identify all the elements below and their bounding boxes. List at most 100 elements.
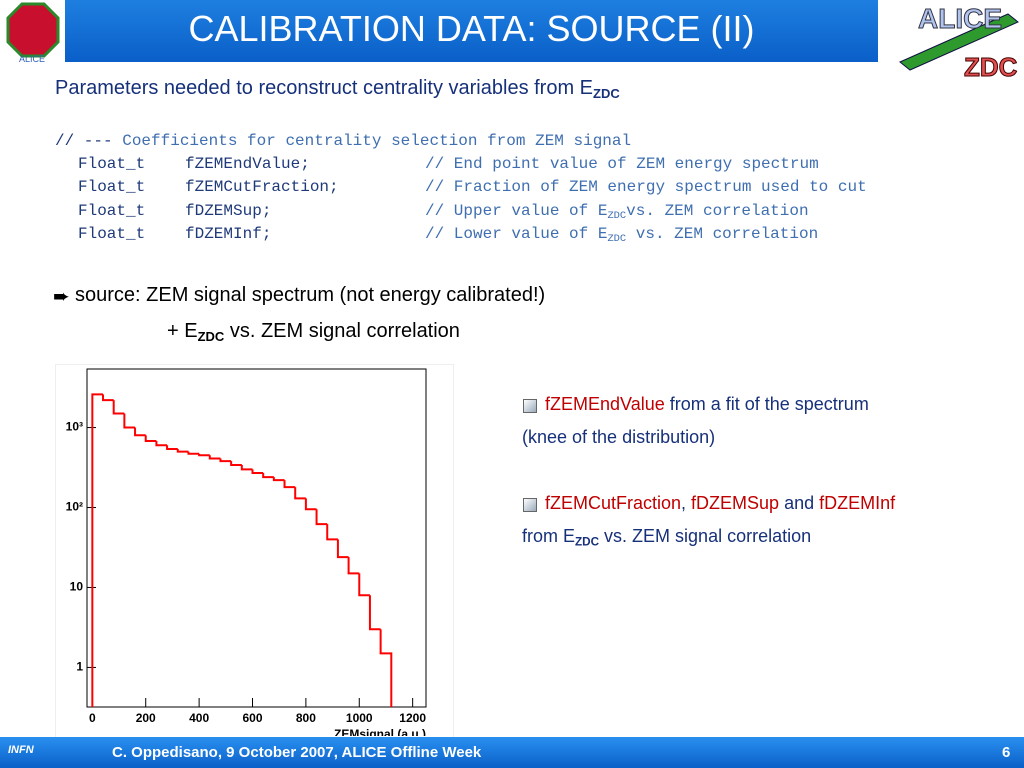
code-comment: // Upper value of EZDCvs. ZEM correlatio… [425,202,809,222]
code-name: fDZEMSup; [185,201,272,220]
note-bullet [523,498,537,512]
text-segment: fDZEMInf [819,493,896,513]
histogram-bin [134,427,146,437]
footer-bar [0,737,1024,768]
text-segment: , [681,493,692,513]
histogram-bin [347,557,360,575]
slide-title: CALIBRATION DATA: SOURCE (II) [188,8,755,49]
histogram-bin [208,455,221,460]
note-line: fZEMEndValue from a fit of the spectrum [545,394,869,415]
text-segment: ZDC [593,85,620,101]
y-tick-label: 10³ [66,420,83,434]
text-segment: Parameters needed to reconstruct central… [55,77,594,99]
histogram-bin [368,595,381,631]
histogram-bin [144,435,157,442]
intro-text: Parameters needed to reconstruct central… [55,77,620,101]
text-segment: + E [167,320,198,342]
code-comment: // Lower value of EZDC vs. ZEM correlati… [425,225,818,245]
text-segment: // End point value of ZEM energy spectru… [425,155,819,173]
text-segment: vs. ZEM correlation [626,201,809,220]
code-heading: // --- Coefficients for centrality selec… [55,132,631,150]
text-segment: fZEMCutFraction [545,493,682,513]
footer-text: C. Oppedisano, 9 October 2007, ALICE Off… [112,744,482,761]
text-segment: vs. ZEM signal correlation [599,526,812,546]
text-segment: Coefficients for centrality selection fr… [122,132,632,150]
code-type: Float_t [78,201,146,220]
histogram-bin [198,453,210,457]
text-segment: // Lower value of E [425,224,608,243]
note-bullet [523,399,537,413]
code-name: fDZEMInf; [185,224,272,243]
logo-text: ZDC [964,52,1018,82]
text-segment: fZEMEndValue [545,394,665,414]
x-axis-label: ZEMsignal (a.u.) [334,727,426,736]
text-segment: from E [522,526,576,546]
histogram-bin [294,487,306,500]
histogram-bin [272,477,285,482]
text-segment: ZDC [607,233,627,245]
text-segment: // --- [55,132,123,150]
right-logo: ALICE ZDC [899,3,1019,82]
text-segment: source: ZEM signal spectrum (not energy … [75,284,546,306]
histogram-bin [112,400,125,415]
y-tick-label: 10² [66,500,83,514]
histogram-bin [102,394,114,402]
source-line: source: ZEM signal spectrum (not energy … [75,284,545,307]
x-tick-label: 1200 [399,711,426,725]
y-tick-label: 1 [76,660,83,674]
histogram-bin [123,413,136,429]
x-tick-label: 400 [189,711,209,725]
text-segment: (knee of the distribution) [522,427,716,447]
plot-frame [86,368,427,708]
page-number: 6 [1002,744,1011,761]
arrow-bullet: ➨ [53,286,70,308]
header-bar [65,0,878,62]
histogram-bin [358,573,370,597]
x-tick-label: 0 [89,711,96,725]
histogram-bin [219,458,232,463]
text-segment: and [779,493,820,513]
histogram-bin [155,440,168,447]
chart-frame [55,364,454,738]
histogram-bin [326,524,338,541]
histogram-bin [187,451,200,455]
text-segment: fDZEMSup [691,493,780,513]
x-tick-label: 800 [296,711,316,725]
note-line: from EZDC vs. ZEM signal correlation [522,526,811,549]
code-name: fZEMCutFraction; [185,178,339,197]
code-type: Float_t [78,178,146,197]
text-segment: from a fit of the spectrum [664,394,869,414]
source-line: + EZDC vs. ZEM signal correlation [167,320,460,344]
code-comment: // End point value of ZEM energy spectru… [425,155,819,173]
histogram-bin [304,498,317,511]
x-tick-label: 600 [242,711,262,725]
y-tick-label: 10 [70,580,84,594]
histogram-bin [230,461,242,467]
code-type: Float_t [78,224,146,243]
x-tick-label: 200 [136,711,156,725]
code-type: Float_t [78,155,146,173]
text-segment: // Fraction of ZEM energy spectrum used … [425,178,867,197]
code-name: fZEMEndValue; [185,155,310,173]
logo-text: ALICE [918,3,1002,34]
histogram-bin [336,539,349,559]
text-segment: ZDC [197,328,225,344]
x-tick-label: 1000 [346,711,373,725]
logo-text: ALICE [19,54,45,64]
histogram-bin [379,629,393,707]
histogram-bin [166,445,178,450]
left-logo: ALICE [0,0,65,65]
histogram-bin [91,393,104,707]
text-segment: ZDC [607,209,627,222]
note-line: (knee of the distribution) [522,427,715,448]
histogram-bin [176,448,189,453]
histogram-bin [240,465,253,471]
text-segment: ZDC [575,535,600,549]
code-comment: // Fraction of ZEM energy spectrum used … [425,178,867,196]
histogram-bin [283,480,296,489]
chart: 0 200 400 600 800 1000 1200 1 10 10² 10³ ZEMsignal … [66,368,427,736]
histogram-bin [315,509,328,526]
histogram-bin [262,473,274,479]
histogram-bin [251,469,264,475]
